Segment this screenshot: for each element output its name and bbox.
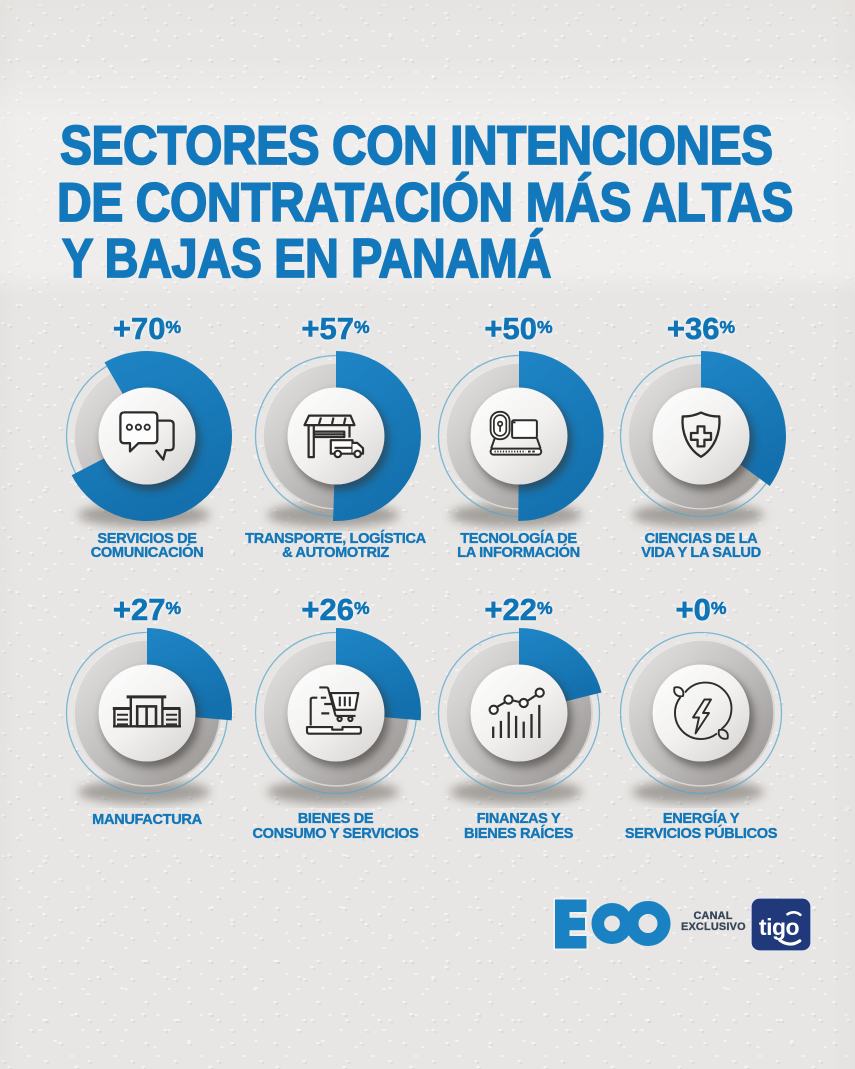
svg-text:tigo: tigo [759, 914, 800, 940]
